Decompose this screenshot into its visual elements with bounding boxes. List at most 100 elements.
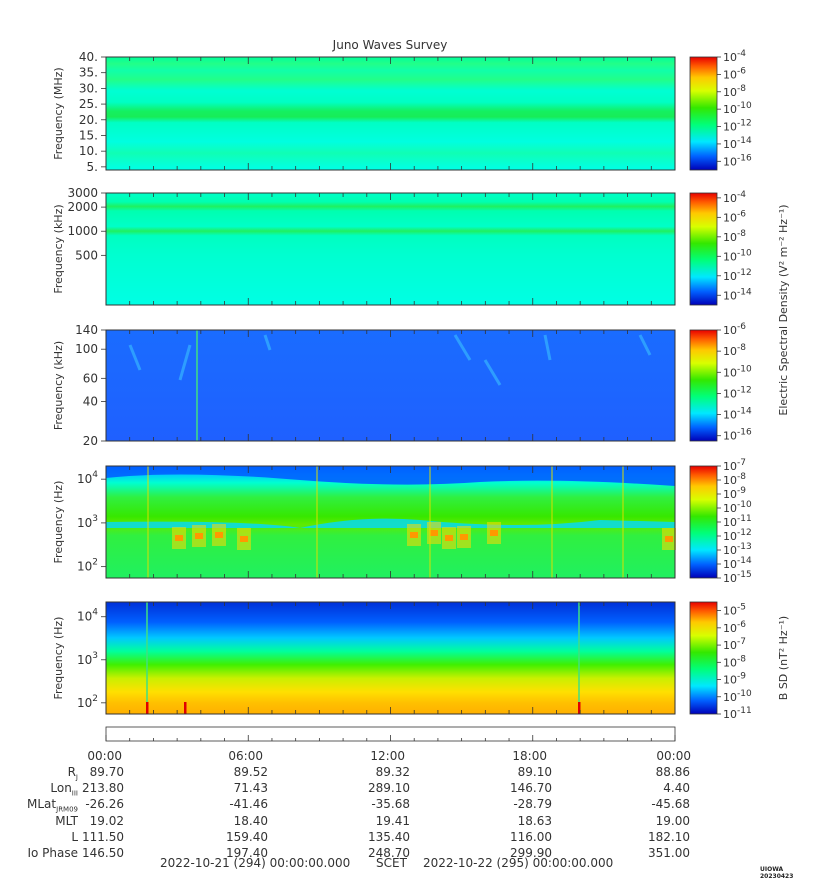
y-tick-label: 103 (77, 514, 98, 530)
y-axis-label: Frequency (MHz) (52, 67, 65, 159)
y-tick-label: 102 (77, 558, 98, 574)
colorbar-tick-label: 10-6 (723, 620, 746, 635)
ephemeris-value: -45.68 (651, 797, 690, 812)
y-tick-label: 500 (75, 248, 98, 262)
colorbar-tick-label: 10-7 (723, 637, 746, 652)
emission-halo (457, 526, 471, 548)
colorbar-tick-label: 10-12 (723, 385, 752, 400)
colorbar-tick-label: 10-5 (723, 603, 746, 618)
ephemeris-row-label: MLatJRM09 (27, 797, 78, 814)
magnetic-colorbar-title: B SD (nT² Hz⁻¹) (777, 616, 790, 700)
uiowa-stamp: UIOWA 20230423 (760, 866, 794, 880)
ephemeris-value: 146.70 (510, 781, 552, 796)
ephemeris-value: 89.10 (517, 765, 552, 779)
ephemeris-row-label: RJ (67, 765, 78, 782)
colorbar-tick-label: 10-11 (723, 706, 752, 721)
emission-halo (212, 524, 226, 546)
y-tick-label: 25. (79, 97, 98, 111)
emission-halo (487, 522, 501, 544)
y-tick-label: 15. (79, 128, 98, 142)
spectrogram-image (106, 193, 675, 305)
colorbar-tick-label: 10-9 (723, 672, 746, 687)
colorbar-gradient (689, 465, 718, 579)
ephemeris-value: 159.40 (226, 829, 268, 844)
y-tick-label: 103 (77, 651, 98, 667)
colorbar-tick-label: 10-14 (723, 407, 752, 422)
ephemeris-value: 71.43 (233, 781, 268, 796)
y-axis-label: Frequency (Hz) (52, 617, 65, 700)
ephemeris-value: 18.63 (517, 813, 552, 828)
colorbar-tick-label: 10-13 (723, 542, 752, 557)
emission-streak (128, 344, 142, 371)
y-axis-label: Frequency (kHz) (52, 341, 65, 430)
colorbar-tick-label: 10-12 (723, 119, 752, 134)
y-tick-label: 35. (79, 66, 98, 80)
colorbar-tick-label: 10-10 (723, 364, 752, 379)
colorbar-tick-label: 10-10 (723, 500, 752, 515)
spectrogram-panel-3: 20 40 60 100 140 Frequency (kHz) (52, 323, 676, 448)
colorbar-3: 10-6 10-8 10-10 10-12 10-14 10-16 (689, 322, 752, 443)
colorbar-tick-label: 10-10 (723, 689, 752, 704)
figure-title: Juno Waves Survey (332, 38, 448, 52)
colorbar-tick-label: 10-15 (723, 570, 752, 585)
colorbar-tick-label: 10-16 (723, 428, 752, 443)
ephemeris-value: 299.90 (510, 846, 552, 860)
colorbar-gradient (689, 329, 718, 442)
colorbar-tick-label: 10-6 (723, 322, 746, 337)
ephemeris-value: 182.10 (648, 829, 690, 844)
emission-streak (638, 334, 652, 356)
y-tick-label: 102 (77, 694, 98, 710)
spectrogram-panel-1: 5. 10. 15.20. 25. 30.35. 40. Frequency (MHz) (52, 50, 676, 174)
ephemeris-row-label: MLT (55, 813, 78, 828)
ephemeris-value: 19.41 (375, 813, 410, 828)
emission-streak (263, 334, 272, 351)
y-axis-label: Frequency (Hz) (52, 481, 65, 564)
spectrogram-panel-5: 102 103 104 Frequency (Hz) (52, 601, 676, 715)
emission-halo (237, 528, 251, 550)
ephemeris-row-label: Io Phase (27, 846, 78, 860)
emission-halo (172, 527, 186, 549)
spectrogram-panel-4: 102 103 104 Frequency (Hz) (52, 465, 676, 579)
ephemeris-value: 89.32 (375, 765, 410, 779)
colorbar-tick-label: 10-16 (723, 153, 752, 168)
emission-halo (662, 528, 676, 550)
ephemeris-value: 111.50 (82, 829, 124, 844)
emission-streak (483, 359, 502, 386)
ephemeris-value: 213.80 (82, 781, 124, 796)
colorbar-tick-label: 10-8 (723, 654, 746, 669)
colorbar-tick-label: 10-12 (723, 268, 752, 283)
colorbar-tick-label: 10-11 (723, 514, 752, 529)
y-tick-label: 10. (79, 144, 98, 158)
ephemeris-value: 19.02 (89, 813, 124, 828)
y-tick-label: 40 (83, 394, 98, 408)
ephemeris-value: 116.00 (510, 829, 552, 844)
ephemeris-value: 135.40 (368, 829, 410, 844)
low-freq-spike (578, 702, 581, 714)
ephemeris-value: -28.79 (513, 797, 552, 812)
ephemeris-value: -35.68 (371, 797, 410, 812)
y-tick-label: 104 (77, 470, 98, 486)
ephemeris-value: 248.70 (368, 846, 410, 860)
colorbar-tick-label: 10-8 (723, 472, 746, 487)
y-tick-label: 60 (83, 371, 98, 385)
colorbar-tick-label: 10-6 (723, 66, 746, 81)
time-tick-label: 00:00 (87, 749, 122, 763)
time-axis (105, 726, 676, 742)
ephemeris-value: 88.86 (655, 765, 690, 779)
y-tick-label: 100 (75, 342, 98, 356)
emission-streak (178, 344, 192, 381)
colorbar-tick-label: 10-6 (723, 209, 746, 224)
ephemeris-value: 89.70 (89, 765, 124, 779)
ephemeris-row-label: LonIII (50, 781, 78, 798)
colorbar-tick-label: 10-14 (723, 556, 752, 571)
colorbar-tick-label: 10-8 (723, 229, 746, 244)
colorbar-tick-label: 10-4 (723, 190, 746, 205)
emission-halo (442, 527, 456, 549)
emission-streak (543, 334, 552, 361)
ephemeris-value: 146.50 (82, 846, 124, 860)
colorbar-5: 10-5 10-6 10-7 10-8 10-9 10-10 10-11 (689, 601, 752, 721)
low-freq-spike (146, 702, 149, 714)
colorbar-tick-label: 10-8 (723, 84, 746, 99)
